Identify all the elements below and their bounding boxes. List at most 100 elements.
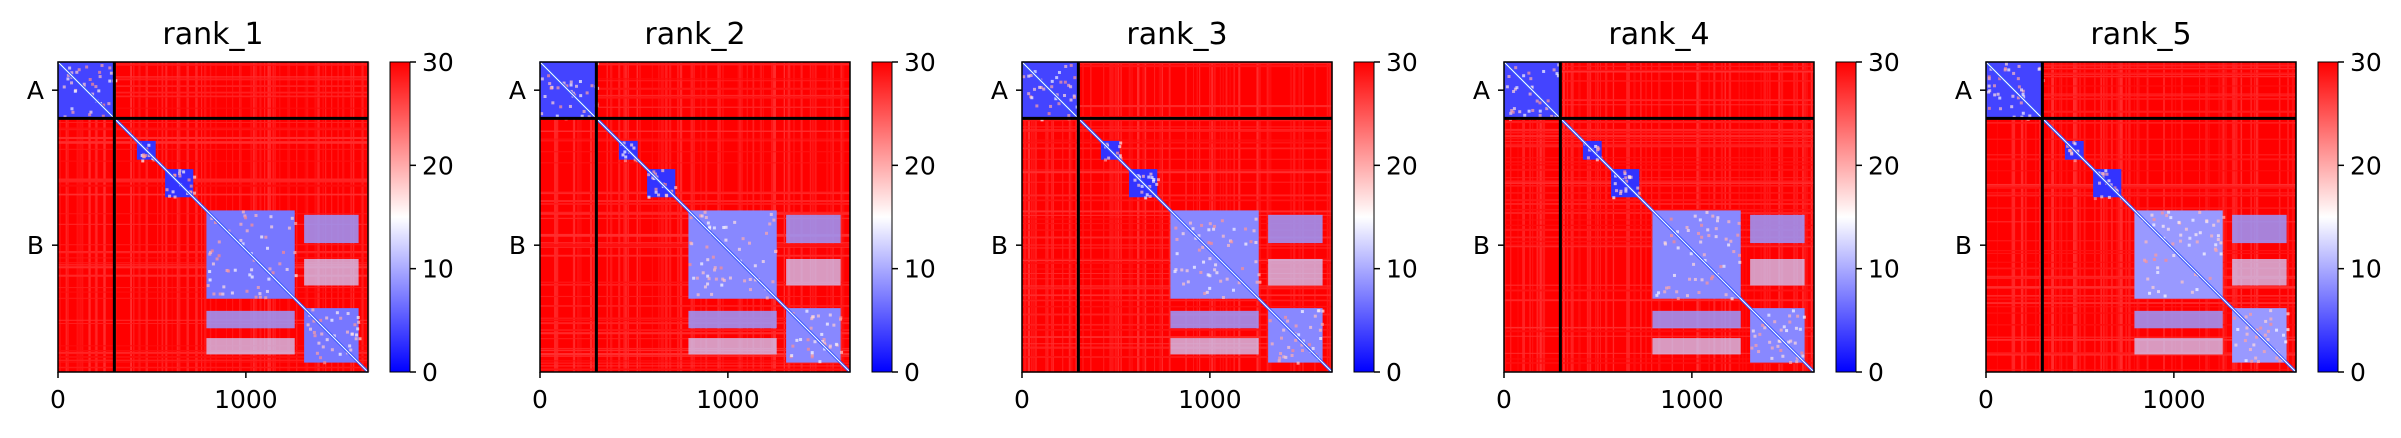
block-speckle	[1794, 326, 1798, 330]
texture-stripe	[1115, 62, 1119, 372]
block-speckle	[813, 340, 817, 344]
block-speckle	[765, 296, 769, 300]
block-speckle	[2113, 186, 2117, 190]
block-speckle	[579, 94, 583, 98]
block-speckle	[1696, 231, 1700, 235]
xtick-label: 0	[1014, 385, 1030, 414]
block-speckle	[2184, 227, 2188, 231]
block-speckle	[1528, 92, 1532, 96]
block-speckle	[806, 338, 810, 342]
block-speckle	[1215, 271, 1219, 275]
texture-stripe	[540, 362, 850, 364]
texture-stripe	[1022, 299, 1332, 301]
block-speckle	[823, 343, 827, 347]
texture-stripe	[1986, 68, 2296, 70]
block-speckle	[1294, 324, 1298, 328]
texture-stripe	[1986, 85, 2296, 87]
block-speckle	[574, 84, 578, 88]
block-speckle	[741, 237, 745, 241]
block-speckle	[321, 345, 325, 349]
texture-stripe	[540, 94, 850, 97]
block-speckle	[1287, 345, 1291, 349]
block-speckle	[1148, 184, 1152, 188]
block-speckle	[568, 104, 572, 108]
block-speckle	[699, 214, 703, 218]
block-speckle	[1512, 89, 1516, 93]
texture-stripe	[1050, 62, 1052, 372]
texture-stripe	[540, 200, 850, 202]
block-speckle	[165, 188, 169, 192]
block-speckle	[1542, 69, 1546, 73]
block-speckle	[1270, 342, 1274, 346]
texture-stripe	[2011, 62, 2014, 372]
block-speckle	[293, 251, 297, 255]
plot-frame	[1021, 61, 1333, 373]
texture-stripe	[624, 62, 627, 372]
texture-stripe	[130, 62, 133, 372]
block-speckle	[839, 316, 843, 320]
texture-stripe	[540, 96, 850, 99]
block-speckle	[1999, 107, 2003, 111]
xtick-label: 1000	[1660, 385, 1724, 414]
block-speckle	[91, 82, 95, 86]
block-speckle	[706, 282, 710, 286]
block-speckle	[1763, 326, 1767, 330]
block-speckle	[652, 170, 656, 174]
block-speckle	[1149, 172, 1153, 176]
block-speckle	[208, 252, 212, 256]
block-speckle	[243, 214, 247, 218]
block-speckle	[1688, 277, 1692, 281]
block-speckle	[2216, 234, 2220, 238]
texture-stripe	[540, 87, 850, 90]
block-speckle	[241, 210, 245, 214]
block-speckle	[73, 89, 77, 93]
heatmap-offdiag-block	[304, 258, 359, 286]
block-speckle	[1317, 309, 1321, 313]
block-speckle	[1707, 234, 1711, 238]
block-speckle	[1750, 346, 1754, 350]
texture-stripe	[1986, 186, 2296, 189]
block-speckle	[2163, 294, 2167, 298]
block-speckle	[1714, 235, 1718, 239]
block-speckle	[1724, 237, 1728, 241]
block-speckle	[1069, 98, 1073, 102]
block-speckle	[1175, 237, 1179, 241]
block-speckle	[2011, 94, 2015, 98]
xtick-label: 0	[1978, 385, 1994, 414]
block-speckle	[189, 190, 193, 194]
block-speckle	[2010, 105, 2014, 109]
block-speckle	[1711, 275, 1715, 279]
block-speckle	[2216, 238, 2220, 242]
texture-stripe	[2039, 62, 2041, 372]
block-speckle	[1054, 97, 1058, 101]
texture-stripe	[1159, 62, 1162, 372]
block-speckle	[1657, 291, 1661, 295]
block-speckle	[2194, 233, 2198, 237]
block-speckle	[749, 288, 753, 292]
block-speckle	[1554, 114, 1558, 118]
block-speckle	[1698, 218, 1702, 222]
block-speckle	[1714, 227, 1718, 231]
block-speckle	[1557, 63, 1561, 67]
block-speckle	[2275, 356, 2279, 360]
block-speckle	[1998, 77, 2002, 81]
block-speckle	[335, 311, 339, 315]
texture-stripe	[58, 361, 368, 363]
texture-stripe	[1628, 62, 1630, 372]
texture-stripe	[1504, 169, 1814, 171]
block-speckle	[2156, 266, 2160, 270]
texture-stripe	[1578, 62, 1581, 372]
heatmap-offdiag-block	[206, 338, 295, 355]
block-speckle	[1758, 332, 1762, 336]
block-speckle	[88, 78, 92, 82]
texture-stripe	[1504, 137, 1814, 140]
block-speckle	[1663, 290, 1667, 294]
texture-stripe	[1504, 185, 1814, 187]
block-speckle	[2256, 360, 2260, 364]
texture-stripe	[1504, 140, 1814, 143]
block-speckle	[1700, 278, 1704, 282]
texture-stripe	[1612, 62, 1615, 372]
texture-stripe	[157, 62, 159, 372]
block-speckle	[707, 227, 711, 231]
block-speckle	[1244, 227, 1248, 231]
